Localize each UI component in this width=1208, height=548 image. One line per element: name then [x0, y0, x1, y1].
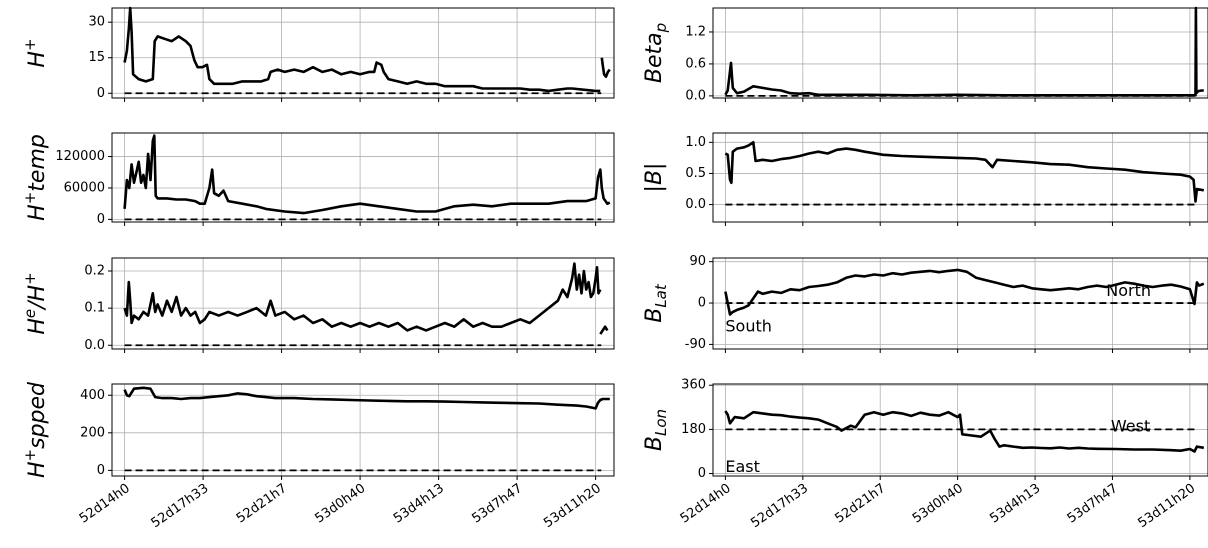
chart-panel-6: -90 0 90 North South BLat	[642, 254, 1208, 353]
y-tick-label: 360	[681, 378, 706, 393]
y-tick-label: 0.1	[84, 301, 105, 316]
y-axis-label: H+	[21, 38, 51, 67]
x-tick-label: 52d21h7	[234, 481, 290, 526]
y-axis-label: Betap	[642, 23, 670, 83]
y-tick-label: 0	[97, 86, 105, 101]
series-line-1	[123, 134, 611, 215]
y-axis-label: |B|	[642, 163, 667, 193]
y-tick-label: 0	[698, 296, 706, 311]
y-tick-label: 0.5	[685, 166, 706, 181]
chart-panel-2: 0.0 0.6 1.2 Betap	[642, 6, 1208, 103]
x-tick-label: 52d17h33	[149, 481, 212, 531]
plot-frame	[111, 132, 615, 223]
x-tick-label: 52d21h7	[833, 481, 889, 526]
series-line-1	[724, 268, 1205, 316]
annotation-east: East	[725, 457, 760, 476]
series-line-1	[724, 141, 1205, 203]
x-tick-label: 52d14h0	[678, 481, 734, 526]
y-tick-label: 90	[689, 254, 706, 269]
y-tick-label: 30	[88, 15, 105, 30]
y-tick-label: 1.2	[685, 24, 706, 39]
x-tick-label: 53d7h47	[1065, 481, 1121, 526]
plot-frame	[712, 132, 1208, 223]
y-tick-label: 400	[80, 388, 105, 403]
y-tick-label: 200	[80, 425, 105, 440]
x-tick-label: 53d0h40	[910, 481, 966, 526]
x-tick-label: 52d14h0	[77, 481, 133, 526]
y-axis-label: BLat	[642, 283, 670, 323]
y-tick-label: 1.0	[685, 135, 706, 150]
y-tick-label: 0.0	[685, 197, 706, 212]
x-tick-label: 53d11h20	[1135, 481, 1198, 531]
annotation-west: West	[1111, 416, 1150, 435]
x-tick-label: 53d7h47	[469, 481, 525, 526]
x-tick-label: 53d4h13	[391, 481, 447, 526]
chart-panel-1: 0 15 30 H+	[21, 6, 615, 102]
chart-panel-5: 0.0 0.1 0.2 He/H+	[21, 257, 615, 353]
y-tick-label: 180	[681, 422, 706, 437]
y-tick-label: 0.6	[685, 56, 706, 71]
y-tick-label: 0	[97, 212, 105, 227]
chart-panel-8: 0 180 360 52d14h0 52d17h33 52d21h7 53d0h40 53d4…	[642, 378, 1208, 531]
plot-frame	[111, 7, 615, 99]
y-tick-label: 60000	[64, 180, 105, 195]
y-axis-label: H+temp	[21, 134, 51, 221]
y-tick-label: 0	[698, 466, 706, 481]
series-line-1	[724, 6, 1204, 97]
plot-frame	[111, 257, 615, 350]
series-line-1	[123, 262, 609, 335]
annotation-south: South	[725, 316, 772, 335]
series-line-1	[123, 386, 610, 410]
plot-frame	[712, 383, 1208, 477]
plot-frame	[712, 7, 1208, 99]
plot-frame	[111, 383, 615, 477]
chart-panel-4: 0.0 0.5 1.0 |B|	[642, 132, 1208, 226]
y-axis-label: He/H+	[21, 272, 51, 334]
series-line-1	[123, 6, 611, 93]
y-tick-label: 0	[97, 463, 105, 478]
y-axis-label: H+spped	[21, 381, 51, 478]
y-tick-label: 0.0	[84, 338, 105, 353]
y-tick-label: 15	[88, 50, 105, 65]
x-tick-label: 53d4h13	[987, 481, 1043, 526]
x-tick-label: 52d17h33	[748, 481, 811, 531]
y-tick-label: 120000	[55, 149, 105, 164]
y-tick-label: 0.0	[685, 88, 706, 103]
y-axis-label: BLon	[642, 409, 670, 451]
x-tick-label: 53d0h40	[312, 481, 368, 526]
y-tick-label: -90	[685, 337, 706, 352]
annotation-north: North	[1106, 281, 1151, 300]
chart-panel-7: 0 200 400 52d14h0 52d17h33 52d21h7 53d0h40 53d4…	[21, 381, 615, 531]
series-line-1	[724, 410, 1205, 453]
y-tick-label: 0.2	[84, 264, 105, 279]
x-tick-label: 53d11h20	[541, 481, 604, 531]
chart-panel-3: 0 60000 120000 H+temp	[21, 132, 615, 227]
